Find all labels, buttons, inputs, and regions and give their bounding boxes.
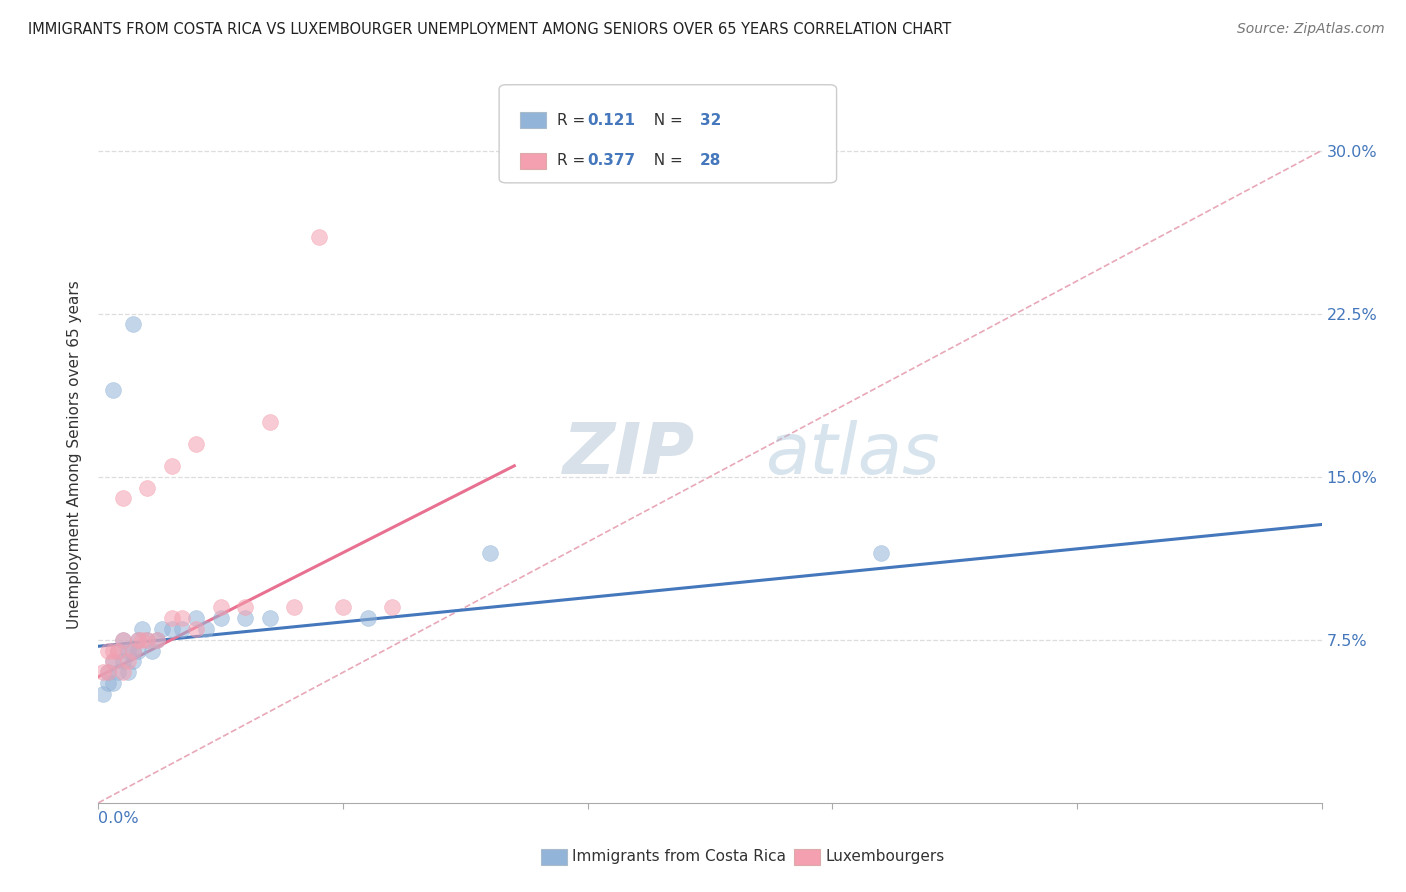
- Point: [478, 546, 501, 560]
- Point: [127, 632, 149, 647]
- Point: [146, 632, 169, 647]
- Point: [209, 611, 232, 625]
- Text: R =: R =: [557, 153, 591, 168]
- Point: [308, 230, 330, 244]
- Point: [107, 643, 129, 657]
- Point: [97, 676, 120, 690]
- Point: [141, 643, 163, 657]
- Point: [121, 643, 143, 657]
- Point: [160, 622, 183, 636]
- Text: Immigrants from Costa Rica: Immigrants from Costa Rica: [572, 849, 786, 863]
- Point: [97, 665, 120, 680]
- Point: [356, 611, 378, 625]
- Point: [186, 611, 208, 625]
- Point: [136, 632, 159, 647]
- Text: N =: N =: [644, 113, 688, 128]
- Point: [195, 622, 218, 636]
- Point: [101, 676, 124, 690]
- Point: [97, 643, 120, 657]
- Point: [870, 546, 893, 560]
- Text: atlas: atlas: [765, 420, 939, 490]
- Point: [111, 665, 134, 680]
- Point: [91, 665, 114, 680]
- Point: [101, 655, 124, 669]
- Point: [117, 665, 139, 680]
- Point: [259, 415, 281, 429]
- Text: 0.377: 0.377: [588, 153, 636, 168]
- Point: [150, 622, 173, 636]
- Text: ZIP: ZIP: [564, 420, 696, 490]
- Point: [381, 600, 404, 615]
- Point: [101, 655, 124, 669]
- Text: 32: 32: [700, 113, 721, 128]
- Point: [127, 643, 149, 657]
- Point: [160, 458, 183, 473]
- Point: [136, 481, 159, 495]
- Text: 28: 28: [700, 153, 721, 168]
- Point: [259, 611, 281, 625]
- Point: [332, 600, 354, 615]
- Point: [121, 643, 143, 657]
- Point: [170, 622, 193, 636]
- Text: N =: N =: [644, 153, 688, 168]
- Point: [233, 600, 256, 615]
- Text: 0.121: 0.121: [588, 113, 636, 128]
- Point: [131, 622, 153, 636]
- Point: [101, 643, 124, 657]
- Point: [186, 622, 208, 636]
- Point: [101, 383, 124, 397]
- Point: [117, 643, 139, 657]
- Point: [131, 632, 153, 647]
- Point: [186, 437, 208, 451]
- Text: R =: R =: [557, 113, 591, 128]
- Text: 0.0%: 0.0%: [98, 811, 139, 826]
- Y-axis label: Unemployment Among Seniors over 65 years: Unemployment Among Seniors over 65 years: [67, 281, 83, 629]
- Point: [121, 318, 143, 332]
- Point: [111, 632, 134, 647]
- Point: [121, 655, 143, 669]
- Point: [233, 611, 256, 625]
- Point: [111, 655, 134, 669]
- Point: [283, 600, 305, 615]
- Point: [209, 600, 232, 615]
- Point: [136, 632, 159, 647]
- Point: [111, 632, 134, 647]
- Point: [160, 611, 183, 625]
- Point: [107, 643, 129, 657]
- Text: Source: ZipAtlas.com: Source: ZipAtlas.com: [1237, 22, 1385, 37]
- Point: [170, 611, 193, 625]
- Point: [107, 665, 129, 680]
- Point: [127, 632, 149, 647]
- Point: [97, 665, 120, 680]
- Point: [117, 655, 139, 669]
- Point: [146, 632, 169, 647]
- Point: [91, 687, 114, 701]
- Text: Luxembourgers: Luxembourgers: [825, 849, 945, 863]
- Text: IMMIGRANTS FROM COSTA RICA VS LUXEMBOURGER UNEMPLOYMENT AMONG SENIORS OVER 65 YE: IMMIGRANTS FROM COSTA RICA VS LUXEMBOURG…: [28, 22, 952, 37]
- Point: [111, 491, 134, 506]
